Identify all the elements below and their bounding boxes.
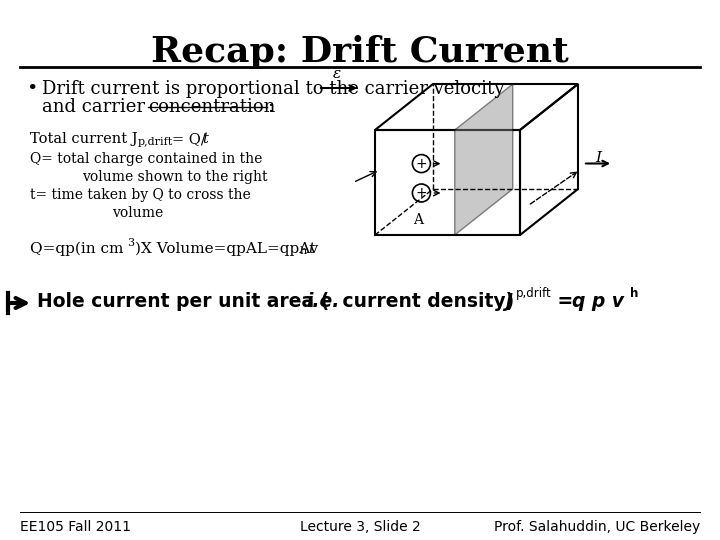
Text: t: t (202, 132, 208, 146)
Text: concentration: concentration (148, 98, 275, 116)
Polygon shape (455, 84, 513, 235)
Text: volume: volume (112, 206, 163, 220)
Text: Recap: Drift Current: Recap: Drift Current (151, 35, 569, 69)
Text: Q=qp(in cm: Q=qp(in cm (30, 242, 123, 256)
Text: t: t (308, 242, 314, 256)
Text: and carrier: and carrier (42, 98, 150, 116)
Text: p,drift: p,drift (516, 287, 552, 300)
Text: Total current J: Total current J (30, 132, 138, 146)
Text: :: : (267, 98, 273, 116)
Text: h: h (630, 287, 639, 300)
Text: h: h (300, 246, 307, 256)
Text: J: J (505, 292, 512, 311)
Text: Hole current per unit area (: Hole current per unit area ( (37, 292, 329, 311)
Text: =: = (551, 292, 580, 311)
Text: q p v: q p v (572, 292, 624, 311)
Text: A: A (413, 213, 423, 227)
Text: 3: 3 (127, 238, 134, 248)
Text: t= time taken by Q to cross the: t= time taken by Q to cross the (30, 188, 251, 202)
Text: EE105 Fall 2011: EE105 Fall 2011 (20, 520, 131, 534)
Text: p,drift: p,drift (138, 137, 174, 147)
Text: volume shown to the right: volume shown to the right (82, 170, 268, 184)
Text: = Q/: = Q/ (172, 132, 206, 146)
Text: )X Volume=qpAL=qpAv: )X Volume=qpAL=qpAv (135, 242, 318, 256)
Text: Prof. Salahuddin, UC Berkeley: Prof. Salahuddin, UC Berkeley (494, 520, 700, 534)
Text: Drift current is proportional to the carrier velocity: Drift current is proportional to the car… (42, 80, 505, 98)
Text: +: + (415, 157, 427, 171)
Text: I: I (595, 151, 601, 165)
Text: •: • (26, 80, 37, 98)
Text: Lecture 3, Slide 2: Lecture 3, Slide 2 (300, 520, 420, 534)
Text: Q= total charge contained in the: Q= total charge contained in the (30, 152, 262, 166)
Text: +: + (415, 186, 427, 200)
Text: i.e.: i.e. (306, 292, 339, 311)
Text: ε: ε (333, 67, 341, 81)
Text: current density): current density) (336, 292, 521, 311)
